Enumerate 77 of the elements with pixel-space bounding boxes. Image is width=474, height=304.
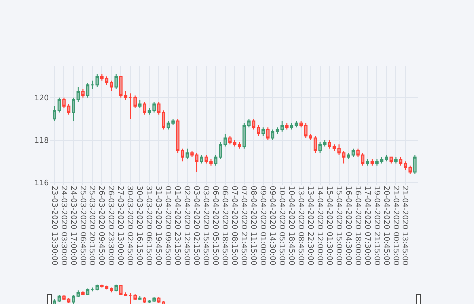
candlestick bbox=[413, 154, 417, 175]
candlestick bbox=[166, 120, 170, 130]
candlestick bbox=[271, 129, 275, 141]
candlestick bbox=[210, 159, 213, 166]
candlestick bbox=[105, 76, 109, 86]
candlestick bbox=[152, 102, 156, 114]
candlestick bbox=[91, 80, 94, 90]
candlestick bbox=[138, 100, 142, 109]
candlestick bbox=[294, 120, 298, 128]
candlestick bbox=[290, 122, 294, 130]
candlestick bbox=[370, 159, 374, 166]
candlestick bbox=[58, 97, 62, 114]
candlestick bbox=[76, 86, 80, 103]
candlestick bbox=[242, 122, 246, 150]
candlestick bbox=[214, 154, 218, 166]
candlestick bbox=[172, 118, 175, 126]
candlestick bbox=[228, 136, 232, 146]
candlestick bbox=[233, 140, 237, 148]
candlestick bbox=[96, 74, 100, 88]
candlestick bbox=[314, 136, 318, 154]
candlestick bbox=[408, 165, 412, 175]
candlestick bbox=[280, 120, 284, 132]
candlestick bbox=[328, 140, 332, 150]
candlestick bbox=[390, 156, 394, 164]
candlestick bbox=[394, 156, 398, 164]
candlestick bbox=[100, 74, 104, 82]
candlestick bbox=[361, 152, 365, 166]
candlestick bbox=[162, 110, 166, 130]
candlestick bbox=[252, 118, 256, 130]
candlestick bbox=[266, 127, 270, 141]
candlestick bbox=[82, 88, 85, 98]
candlestick bbox=[72, 97, 76, 122]
candlestick bbox=[262, 127, 266, 137]
candlestick bbox=[186, 148, 190, 160]
candlestick bbox=[347, 152, 350, 160]
candlestick bbox=[110, 80, 114, 92]
candlestick bbox=[190, 150, 194, 158]
candlestick bbox=[338, 144, 341, 156]
candlestick bbox=[181, 148, 184, 162]
candlestick bbox=[332, 144, 336, 152]
candlestick bbox=[195, 152, 199, 173]
candlestick bbox=[224, 134, 228, 148]
candlestick bbox=[309, 134, 312, 141]
candlestick bbox=[134, 95, 138, 109]
candlestick bbox=[62, 97, 66, 109]
candlestick bbox=[385, 154, 388, 162]
candlestick bbox=[200, 154, 204, 164]
candlestick bbox=[257, 125, 260, 137]
candlestick bbox=[53, 106, 56, 122]
candlestick bbox=[128, 93, 132, 120]
candlestick bbox=[276, 127, 280, 134]
candlestick bbox=[157, 102, 161, 116]
candlestick bbox=[119, 76, 123, 98]
candlestick bbox=[124, 91, 128, 100]
candlestick bbox=[376, 159, 379, 166]
candlestick bbox=[143, 102, 147, 116]
candlestick bbox=[176, 118, 180, 154]
candlestick bbox=[304, 122, 308, 139]
candlestick bbox=[204, 154, 208, 164]
candlestick bbox=[356, 148, 360, 158]
candlestick bbox=[219, 142, 222, 160]
candlestick bbox=[404, 161, 408, 171]
candlestick bbox=[300, 120, 303, 128]
candlestick bbox=[148, 108, 152, 116]
candlestick bbox=[342, 150, 346, 164]
candlestick bbox=[380, 156, 384, 164]
candlestick bbox=[285, 122, 289, 130]
candlestick bbox=[114, 74, 118, 90]
candlestick bbox=[67, 104, 71, 116]
candlestick bbox=[318, 142, 322, 154]
candlestick bbox=[352, 148, 356, 158]
candlestick bbox=[323, 140, 327, 148]
candlestick bbox=[399, 156, 403, 166]
candlestick bbox=[366, 159, 370, 166]
candlestick bbox=[86, 82, 90, 98]
candlestick bbox=[238, 142, 242, 150]
candlestick bbox=[248, 118, 251, 128]
